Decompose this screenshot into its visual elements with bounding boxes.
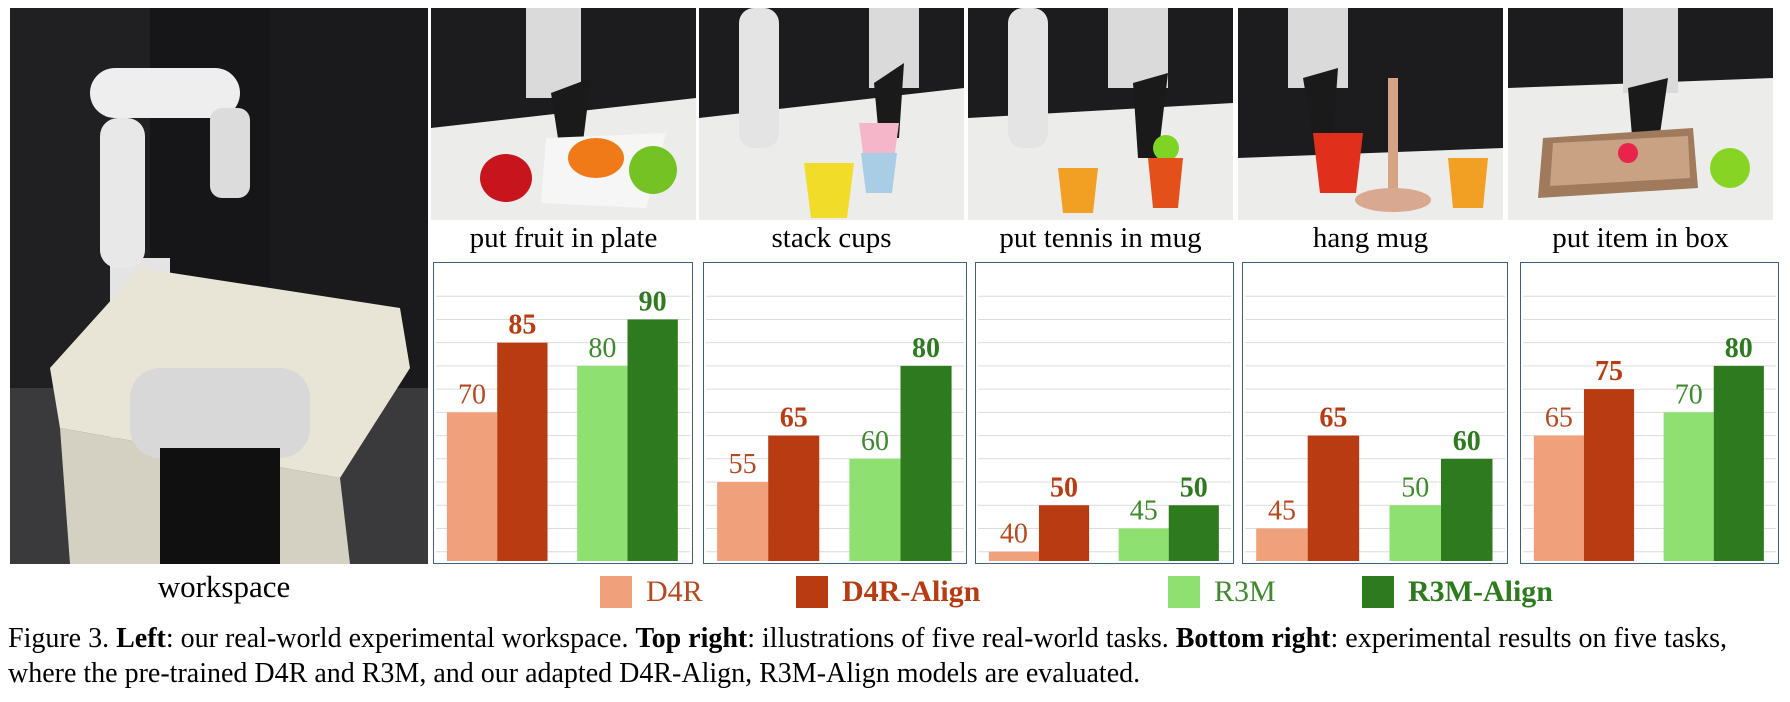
bar-d4r-align bbox=[1583, 389, 1635, 561]
bar-value-label: 90 bbox=[639, 286, 667, 317]
bar-r3m-align bbox=[1168, 505, 1219, 561]
bar-chart-svg: 45 65 50 60 bbox=[1245, 295, 1505, 561]
task-photo-put-tennis-in-mug bbox=[968, 8, 1233, 220]
bar-value-label: 85 bbox=[508, 310, 536, 341]
caption-bottom-bold: Bottom right bbox=[1175, 623, 1331, 654]
workspace-label: workspace bbox=[157, 569, 291, 604]
legend-label: D4R bbox=[646, 575, 703, 608]
bar-value-label: 50 bbox=[1401, 472, 1429, 503]
caption-left-bold: Left bbox=[116, 623, 166, 654]
bar-value-label: 80 bbox=[1725, 333, 1753, 364]
bar-value-label: 70 bbox=[458, 379, 486, 410]
bar-value-label: 60 bbox=[1453, 426, 1481, 457]
bar-r3m-align bbox=[627, 319, 678, 561]
chart-panel: 55 65 60 80 bbox=[703, 262, 967, 564]
bar-value-label: 45 bbox=[1130, 495, 1158, 526]
legend-item-d4r: D4R bbox=[600, 572, 703, 612]
legend-swatch bbox=[1168, 576, 1200, 608]
bar-value-label: 65 bbox=[780, 403, 808, 434]
bar-d4r bbox=[988, 551, 1039, 561]
bar-chart-svg: 70 85 80 90 bbox=[436, 286, 690, 561]
bar-value-label: 55 bbox=[729, 449, 757, 480]
bar-value-label: 50 bbox=[1180, 472, 1208, 503]
bar-value-label: 65 bbox=[1319, 403, 1347, 434]
bar-value-label: 70 bbox=[1675, 379, 1703, 410]
bar-r3m-align bbox=[1713, 365, 1764, 561]
bar-value-label: 60 bbox=[861, 426, 889, 457]
legend-swatch bbox=[796, 576, 828, 608]
bar-chart-svg: 55 65 60 80 bbox=[706, 295, 964, 561]
workspace-photo bbox=[10, 8, 428, 564]
chart-panel: 65 75 70 80 bbox=[1520, 262, 1779, 564]
chart-panel: 45 65 50 60 bbox=[1242, 262, 1508, 564]
task-label: put item in box bbox=[1552, 222, 1729, 254]
legend-swatch bbox=[1362, 576, 1394, 608]
caption-top-text: : illustrations of five real-world tasks… bbox=[747, 623, 1169, 654]
bar-chart-svg: 40 50 45 50 bbox=[978, 295, 1231, 561]
caption-top-bold: Top right bbox=[635, 623, 748, 654]
legend-label: D4R-Align bbox=[842, 575, 981, 608]
bar-r3m bbox=[1389, 505, 1441, 561]
bar-d4r-align bbox=[1307, 435, 1360, 561]
legend-item-r3m-align: R3M-Align bbox=[1362, 572, 1553, 612]
bar-r3m-align bbox=[1441, 458, 1493, 561]
bar-value-label: 45 bbox=[1268, 495, 1296, 526]
bar-d4r-align bbox=[497, 342, 548, 561]
task-label: put fruit in plate bbox=[469, 222, 658, 254]
bar-r3m bbox=[1118, 528, 1169, 561]
task-photo-put-item-in-box bbox=[1508, 8, 1773, 220]
bar-d4r bbox=[446, 412, 498, 561]
task-photo-hang-mug bbox=[1238, 8, 1503, 220]
task-photo-put-fruit-in-plate bbox=[431, 8, 696, 220]
chart-panel: 70 85 80 90 bbox=[433, 262, 693, 564]
bar-value-label: 80 bbox=[912, 333, 940, 364]
legend-item-r3m: R3M bbox=[1168, 572, 1276, 612]
figure-caption: Figure 3. Left: our real-world experimen… bbox=[8, 621, 1784, 691]
bar-value-label: 40 bbox=[1000, 519, 1028, 550]
bar-chart-svg: 65 75 70 80 bbox=[1523, 295, 1776, 561]
legend-label: R3M bbox=[1214, 575, 1276, 608]
caption-left-text: : our real-world experimental workspace. bbox=[165, 623, 629, 654]
bar-r3m bbox=[849, 458, 901, 561]
task-photo-stack-cups bbox=[699, 8, 964, 220]
caption-prefix: Figure 3. bbox=[8, 623, 110, 654]
bar-d4r bbox=[1533, 435, 1584, 561]
bar-r3m bbox=[1663, 412, 1714, 561]
chart-panel: 40 50 45 50 bbox=[975, 262, 1234, 564]
legend-swatch bbox=[600, 576, 632, 608]
caption-bottom-text: : experimental results on five tasks, wh… bbox=[8, 623, 1728, 689]
bar-d4r-align bbox=[1038, 505, 1090, 561]
task-label: stack cups bbox=[771, 222, 892, 254]
bar-value-label: 80 bbox=[588, 333, 616, 364]
bar-r3m bbox=[577, 365, 628, 561]
legend: D4R D4R-Align R3M R3M-Align bbox=[600, 572, 1600, 612]
bar-d4r-align bbox=[768, 435, 820, 561]
legend-item-d4r-align: D4R-Align bbox=[796, 572, 980, 612]
bar-value-label: 75 bbox=[1595, 356, 1623, 387]
bar-d4r bbox=[717, 482, 769, 561]
task-label: hang mug bbox=[1312, 222, 1429, 254]
bar-value-label: 65 bbox=[1545, 403, 1573, 434]
legend-label: R3M-Align bbox=[1408, 575, 1553, 608]
bar-r3m-align bbox=[900, 365, 952, 561]
bar-value-label: 50 bbox=[1050, 472, 1078, 503]
bar-d4r bbox=[1256, 528, 1308, 561]
task-label: put tennis in mug bbox=[999, 222, 1202, 254]
